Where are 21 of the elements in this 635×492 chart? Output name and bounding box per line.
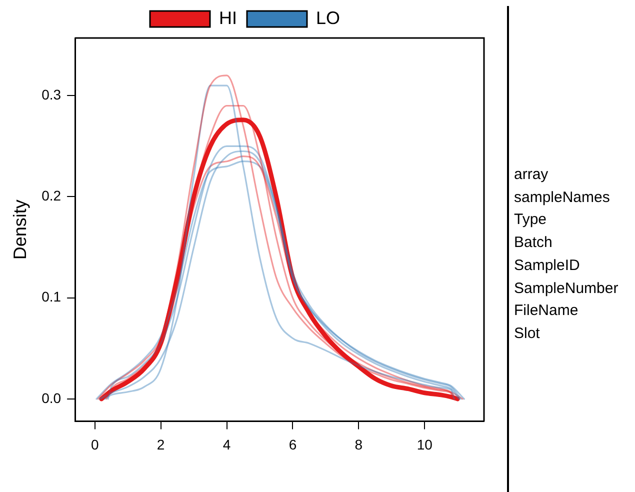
y-tick-label: 0.3 [42, 86, 62, 102]
x-tick-label: 2 [156, 436, 165, 452]
y-tick-label: 0.0 [42, 390, 62, 406]
y-axis-title: Density [10, 200, 30, 260]
x-tick-label: 10 [416, 436, 433, 452]
x-tick-label: 0 [90, 436, 99, 452]
text: SampleID [514, 256, 581, 276]
x-tick-label: 4 [222, 436, 231, 452]
text: Slot [514, 324, 541, 344]
x-tick-label: 8 [354, 436, 363, 452]
y-tick-label: 0.1 [42, 288, 62, 305]
y-tick-label: 0.2 [42, 188, 62, 204]
text: Type [514, 210, 548, 230]
x-tick-label: 6 [288, 436, 297, 452]
text: array [514, 165, 550, 185]
text: SampleNumber [514, 278, 618, 299]
text: sampleNames [514, 188, 611, 208]
legend-label: HI [218, 8, 237, 28]
text: FileName [514, 301, 580, 322]
legend-label: LO [316, 8, 340, 28]
text: Batch [514, 233, 554, 254]
